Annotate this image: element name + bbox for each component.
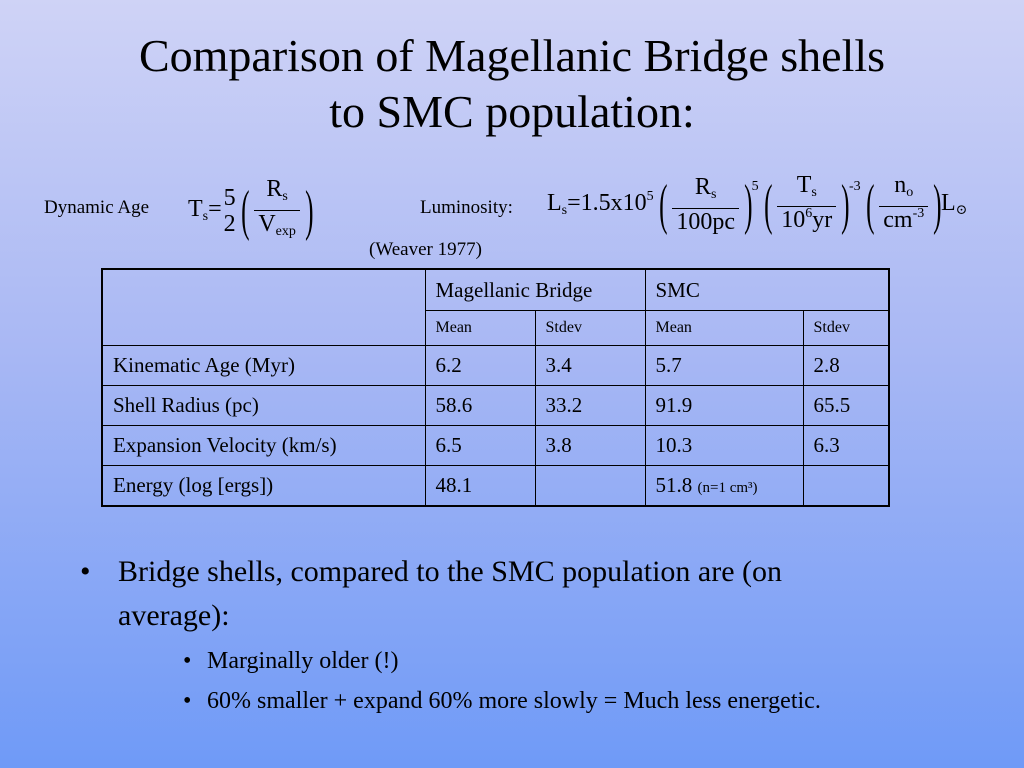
table-cell [802,465,890,507]
table-row: Expansion Velocity (km/s) 6.5 3.8 10.3 6… [101,425,890,466]
table-cell: 33.2 [534,385,646,426]
table-corner-cell [101,268,426,346]
luminosity-label: Luminosity: [420,197,513,218]
dynamic-age-label: Dynamic Age [44,197,150,218]
time-fraction: Ts 106yr [777,172,837,237]
slide-title: Comparison of Magellanic Bridge shells t… [0,28,1024,140]
header-smc-mean: Mean [644,310,804,346]
rs-over-vexp-fraction: Rs Vexp [254,176,300,245]
table-group-header-row: Magellanic Bridge SMC [101,268,890,346]
radius-fraction: Rs 100pc [672,174,739,235]
table-cell: 6.3 [802,425,890,466]
solar-luminosity: L⊙ [940,190,968,219]
ls-symbol: Ls=1.5x105 [547,189,654,219]
header-bridge-mean: Mean [424,310,536,346]
comparison-table: Magellanic Bridge SMC Mean Stdev Mean St… [101,268,890,507]
dynamic-age-formula: Ts= 5 2 ( Rs Vexp ) [188,176,313,245]
sub-bullet: • Marginally older (!) [183,648,399,675]
table-row: Shell Radius (pc) 58.6 33.2 91.9 65.5 [101,385,890,426]
table-cell: 5.7 [644,345,804,386]
reference-citation: (Weaver 1977) [369,239,482,260]
row-label: Energy (log [ergs]) [101,465,426,507]
table-cell: 3.4 [534,345,646,386]
table-cell: 58.6 [424,385,536,426]
table-cell: 91.9 [644,385,804,426]
bullet-dot-icon: • [183,688,192,714]
table-cell: 6.5 [424,425,536,466]
table-cell: 2.8 [802,345,890,386]
table-cell: 51.8 (n=1 cm³) [644,465,804,507]
sub-bullet-text: 60% smaller + expand 60% more slowly = M… [207,688,821,714]
title-line-2: to SMC population: [329,86,695,137]
table-cell: 3.8 [534,425,646,466]
bullet-dot-icon: • [80,555,91,588]
luminosity-formula: Ls=1.5x105 ( Rs 100pc )5 ( Ts 106yr )-3 … [547,172,968,237]
table-cell: 48.1 [424,465,536,507]
ts-symbol: Ts= [188,196,222,225]
header-smc-stdev: Stdev [802,310,890,346]
row-label: Shell Radius (pc) [101,385,426,426]
row-label: Expansion Velocity (km/s) [101,425,426,466]
table-row: Energy (log [ergs]) 48.1 51.8 (n=1 cm³) [101,465,890,507]
main-bullet-text: Bridge shells, compared to the SMC popul… [118,555,783,632]
row-label: Kinematic Age (Myr) [101,345,426,386]
table-cell: 65.5 [802,385,890,426]
title-line-1: Comparison of Magellanic Bridge shells [138,30,886,81]
table-row: Kinematic Age (Myr) 6.2 3.4 5.7 2.8 [101,345,890,386]
density-fraction: no cm-3 [879,172,929,237]
table-sub-header-row: Mean Stdev Mean Stdev [102,310,890,346]
main-bullet: • Bridge shells, compared to the SMC pop… [80,550,900,638]
sub-bullet: • 60% smaller + expand 60% more slowly =… [183,688,821,715]
energy-density-note: (n=1 cm³) [697,480,758,496]
header-smc: SMC [644,268,890,311]
table-cell [534,465,646,507]
table-cell: 6.2 [424,345,536,386]
header-magellanic-bridge: Magellanic Bridge [424,268,646,311]
header-bridge-stdev: Stdev [534,310,646,346]
bullet-dot-icon: • [183,648,192,674]
table-cell: 10.3 [644,425,804,466]
sub-bullet-text: Marginally older (!) [207,648,399,674]
five-halves-fraction: 5 2 [223,184,236,237]
